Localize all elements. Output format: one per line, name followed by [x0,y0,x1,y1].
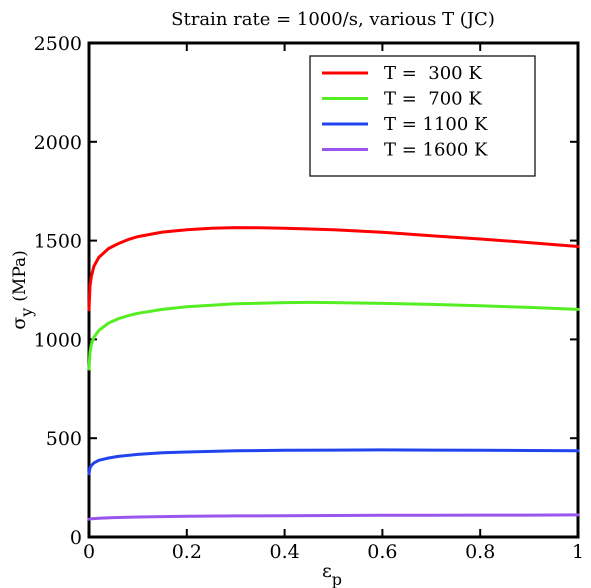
legend-label: T = 1100 K [384,114,488,135]
series-line-2 [87,300,580,371]
y-tick-label: 2500 [34,33,82,55]
y-tick-label: 1000 [34,329,82,351]
y-tick-label: 2000 [34,132,82,154]
chart-title: Strain rate = 1000/s, various T (JC) [171,9,495,30]
x-tick-label: 1 [572,541,584,563]
y-axis-label-symbol: σ [8,317,30,330]
legend: T = 300 K T = 700 K T = 1100 K T = 1600 K [309,55,536,177]
legend-box [309,55,536,177]
y-axis-label-subscript: y [17,308,36,318]
legend-label: T = 300 K [384,63,482,84]
y-tick-label: 0 [70,527,82,549]
x-axis-label-subscript: p [332,570,342,588]
x-axis: 0 0.2 0.4 0.6 0.8 1 [83,43,584,563]
series-group [87,226,580,521]
y-axis-label-unit: (MPa) [10,250,30,301]
y-tick-label: 1500 [34,231,82,253]
y-tick-label: 500 [46,428,82,450]
x-tick-label: 0.4 [269,541,299,563]
x-axis-label: εp [322,560,342,588]
series-line-4 [87,513,580,521]
x-tick-label: 0.2 [172,541,202,563]
x-tick-label: 0 [83,541,95,563]
y-axis: 0 500 1000 1500 2000 2500 [34,33,578,549]
legend-label: T = 700 K [384,89,482,110]
series-line-1 [87,226,580,312]
legend-label: T = 1600 K [384,140,488,161]
series-line-3 [87,448,580,476]
x-tick-label: 0.8 [465,541,495,563]
x-axis-label-symbol: ε [322,560,332,582]
y-axis-label: σy (MPa) [8,250,36,330]
x-tick-label: 0.6 [367,541,397,563]
